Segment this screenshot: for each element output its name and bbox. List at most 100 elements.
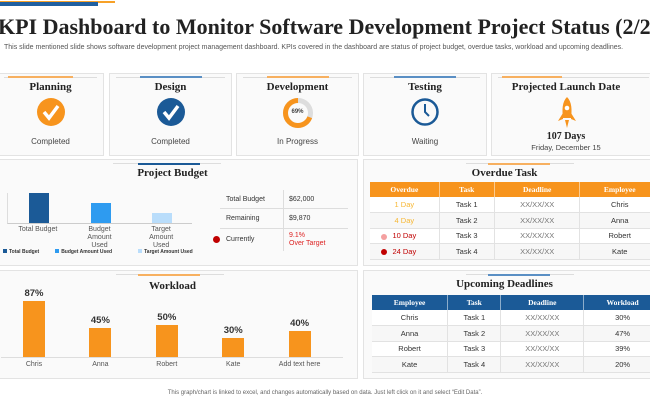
development-card: Development 69% In Progress [236,73,359,156]
card-status: Waiting [411,137,439,146]
table-cell-workload: 20% [583,356,650,373]
workload-data-label: 45% [90,315,110,327]
summary-row: Total Budget $62,000 [220,189,348,209]
workload-category-label: Anna [92,361,109,368]
donut-progress-icon [282,98,313,128]
table-cell-employee: Anna [372,325,449,342]
clock-icon [411,98,439,126]
workload-bar [288,331,311,357]
legend-swatch [55,249,60,253]
launch-date: Friday, December 15 [531,143,601,152]
card-title: Development [266,81,329,93]
column-header: Task [447,295,502,310]
page-subtitle: This slide mentioned slide shows softwar… [4,44,624,51]
budget-bar [28,193,49,223]
summary-value: $62,000 [289,195,315,203]
workload-bar-chart: 87% 45% 50% 30% 40% [1,288,343,358]
table-row: Anna Task 2 XX/XX/XX 47% [372,325,650,342]
workload-bar [155,325,178,357]
card-status: Completed [31,137,70,146]
table-cell-employee: Chris [579,197,650,213]
card-title: Testing [408,81,442,93]
table-cell-overdue: 24 Day [370,243,440,260]
table-cell-deadline: XX/XX/XX [494,243,581,260]
status-dot-icon [213,236,220,243]
workload-bar [89,328,112,357]
table-cell-deadline: XX/XX/XX [500,325,585,342]
legend-swatch [138,249,143,253]
legend-label: Target Amount Used [144,249,193,255]
table-cell-employee: Robert [372,341,449,357]
summary-label: Remaining [220,208,284,229]
table-cell-task: Task 4 [447,356,502,373]
upcoming-deadlines-panel: Upcoming Deadlines Employee Task Deadline W… [363,270,650,379]
design-card: Design Completed [109,73,232,156]
table-cell-task: Task 3 [447,341,502,357]
table-cell-overdue: 10 Day [370,228,440,244]
table-cell-deadline: XX/XX/XX [494,228,581,244]
table-cell-deadline: XX/XX/XX [494,212,581,229]
column-header: Deadline [494,182,581,197]
budget-bar [90,202,111,223]
table-cell-workload: 39% [583,341,650,357]
legend-item: Target Amount Used [138,249,193,255]
check-circle-icon [156,98,185,126]
table-cell-workload: 47% [583,325,650,342]
testing-card: Testing Waiting [363,73,487,156]
summary-label: Total Budget [220,189,284,209]
card-title: Planning [29,81,72,93]
current-status: Over Target [289,240,326,247]
table-row: Chris Task 1 XX/XX/XX 30% [372,310,650,326]
table-cell-overdue: 1 Day [370,197,440,213]
card-status: In Progress [277,137,318,146]
column-header: Workload [583,295,650,310]
table-row: Kate Task 4 XX/XX/XX 20% [372,356,650,373]
rocket-icon [557,97,576,128]
table-row: 1 Day Task 1 XX/XX/XX Chris [370,197,650,213]
summary-value: $9,870 [289,215,311,222]
status-dot-icon [381,249,387,255]
table-cell-employee: Chris [372,310,449,326]
column-header: Employee [372,295,449,310]
overdue-task-table: Overdue Task Deadline Employee 1 Day Task 1 XX… [370,182,650,260]
footer-note: This graph/chart is linked to excel, and… [167,390,483,396]
workload-data-label: 50% [157,312,177,323]
table-cell-employee: Robert [579,228,650,244]
legend-swatch [3,249,7,253]
current-value: 9.1% [289,232,305,239]
column-header: Deadline [500,295,585,310]
workload-bar [23,301,45,357]
launch-date-card: Projected Launch Date 107 Days Friday, D… [491,73,650,156]
workload-category-label: Robert [156,361,178,368]
table-cell-task: Task 4 [439,243,495,260]
table-row: 4 Day Task 2 XX/XX/XX Anna [370,212,650,229]
table-cell-deadline: XX/XX/XX [494,197,581,213]
panel-title: Upcoming Deadlines [456,278,553,290]
column-header: Employee [579,182,650,197]
card-title: Design [154,81,187,93]
table-row: Robert Task 3 XX/XX/XX 39% [372,341,650,357]
budget-bar-chart [7,193,192,224]
workload-category-label: Kate [226,361,241,368]
workload-data-label: 87% [24,288,44,300]
table-cell-task: Task 3 [439,228,495,244]
budget-legend: Total Budget Budget Amount Used Target Amo… [3,249,193,255]
progress-label: 69% [291,109,304,115]
column-header: Overdue [370,182,440,197]
workload-data-label: 40% [290,318,310,330]
overdue-days: 10 Day [392,231,417,241]
budget-category-label: Budget Amount Used [87,226,112,249]
legend-item: Total Budget [3,249,39,255]
column-header: Task [439,182,495,197]
overdue-task-panel: Overdue Task Overdue Task Deadline Employee… [363,159,650,266]
table-cell-workload: 30% [583,310,650,326]
budget-category-label: Total Budget [18,226,58,233]
launch-days: 107 Days [546,131,586,142]
status-dot-icon [381,233,387,240]
panel-title: Overdue Task [471,167,538,179]
project-budget-panel: Project Budget Total Budget Budget Amount… [0,159,358,266]
legend-label: Total Budget [9,249,40,255]
panel-title: Workload [148,280,197,292]
legend-label: Budget Amount Used [61,249,113,255]
workload-panel: Workload 87% 45% 50% 30% 40% Chris Anna Robert… [0,270,358,379]
